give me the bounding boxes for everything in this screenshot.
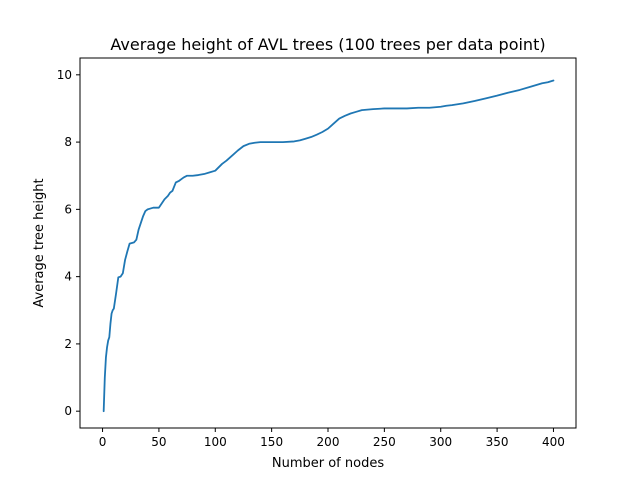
- y-tick-label-0: 0: [64, 404, 72, 418]
- y-tick-label-3: 6: [64, 202, 72, 216]
- y-tick-label-2: 4: [64, 270, 72, 284]
- x-tick-label-3: 150: [260, 435, 283, 449]
- y-tick-label-5: 10: [57, 68, 72, 82]
- data-line-0: [102, 79, 555, 413]
- x-tick-label-7: 350: [486, 435, 509, 449]
- x-tick-label-0: 0: [99, 435, 107, 449]
- x-tick-label-1: 50: [151, 435, 166, 449]
- y-tick-label-4: 8: [64, 135, 72, 149]
- y-tick-label-1: 2: [64, 337, 72, 351]
- chart-title: Average height of AVL trees (100 trees p…: [110, 35, 545, 54]
- x-tick-label-2: 100: [204, 435, 227, 449]
- x-tick-label-5: 250: [373, 435, 396, 449]
- x-tick-label-4: 200: [317, 435, 340, 449]
- x-tick-label-6: 300: [429, 435, 452, 449]
- x-tick-label-8: 400: [542, 435, 565, 449]
- x-axis-label: Number of nodes: [272, 456, 384, 471]
- y-axis-label: Average tree height: [32, 178, 47, 307]
- y-ticks: 0 2 4 6 8 10: [57, 68, 80, 418]
- data-lines: [102, 79, 555, 413]
- x-ticks: 0 50 100 150 200 250 300 350 400: [99, 428, 565, 449]
- axes-frame: [79, 57, 577, 429]
- plot-area: 0 50 100 150 200 250 300 350 400 0 2 4 6 8 10: [57, 57, 577, 449]
